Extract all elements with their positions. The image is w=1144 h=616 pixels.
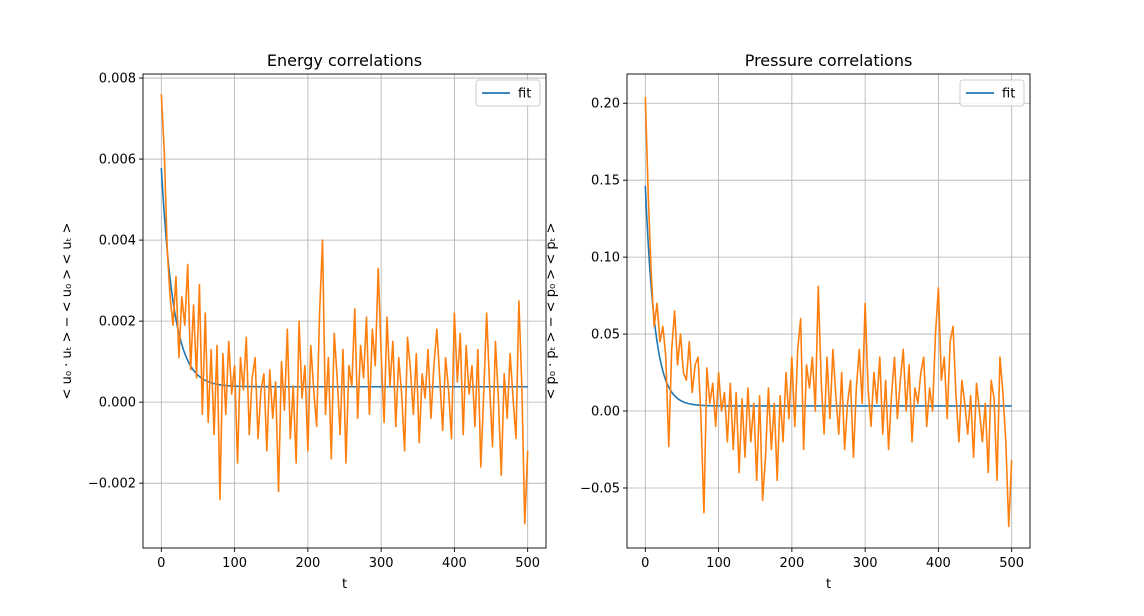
legend: fit xyxy=(475,79,541,107)
x-tick-label: 100 xyxy=(706,556,731,571)
axes-frame xyxy=(626,73,1031,549)
y-tick-label: 0.20 xyxy=(591,97,620,112)
data-series-line xyxy=(160,94,529,525)
y-axis-label: < p₀ · pₜ > − < p₀ > < pₜ > xyxy=(544,223,559,400)
y-tick-label: −0.05 xyxy=(580,481,620,496)
y-axis-label: < u₀ · uₜ > − < u₀ > < uₜ > xyxy=(60,223,75,400)
y-tick-label: 0.002 xyxy=(99,315,136,330)
chart-title: Pressure correlations xyxy=(745,51,913,70)
legend-fit-label: fit xyxy=(518,87,531,102)
y-tick-label: 0.008 xyxy=(99,72,136,87)
x-axis-label: t xyxy=(826,577,831,592)
x-tick-label: 200 xyxy=(779,556,804,571)
x-axis-label: t xyxy=(342,577,347,592)
legend: fit xyxy=(959,79,1025,107)
x-tick-label: 400 xyxy=(926,556,951,571)
data-series-line xyxy=(644,97,1013,528)
axes-frame xyxy=(142,73,547,549)
y-tick-label: −0.002 xyxy=(88,477,136,492)
x-tick-label: 0 xyxy=(641,556,649,571)
chart-title: Energy correlations xyxy=(267,51,422,70)
x-tick-label: 200 xyxy=(295,556,320,571)
y-tick-label: 0.006 xyxy=(99,153,136,168)
x-tick-label: 500 xyxy=(515,556,540,571)
x-tick-label: 400 xyxy=(442,556,467,571)
chart-panel-2: 0 100 200 300 400 500 −0.05 0.00 0.05 0.10 0.15 0.2… xyxy=(544,51,1031,592)
y-tick-label: 0.000 xyxy=(99,396,136,411)
legend-fit-label: fit xyxy=(1002,87,1015,102)
chart-panel-1: 0 100 200 300 400 500 −0.002 0.000 0.002 0.004 0.0… xyxy=(60,51,547,592)
y-tick-label: 0.00 xyxy=(591,405,620,420)
y-tick-label: 0.05 xyxy=(591,328,620,343)
y-tick-label: 0.15 xyxy=(591,174,620,189)
x-tick-label: 500 xyxy=(999,556,1024,571)
x-tick-label: 100 xyxy=(222,556,247,571)
x-tick-label: 0 xyxy=(157,556,165,571)
y-tick-label: 0.10 xyxy=(591,251,620,266)
x-tick-label: 300 xyxy=(853,556,878,571)
x-tick-label: 300 xyxy=(369,556,394,571)
y-tick-label: 0.004 xyxy=(99,234,136,249)
